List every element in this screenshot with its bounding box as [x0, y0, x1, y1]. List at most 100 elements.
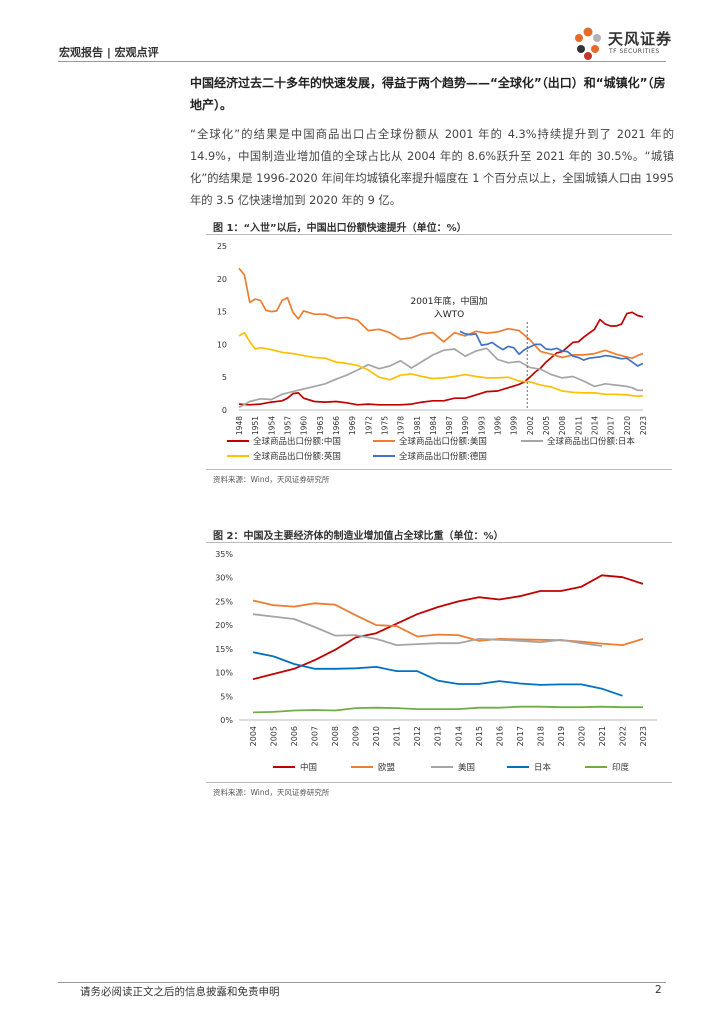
x-tick-label: 2023 [639, 416, 648, 435]
x-tick-label: 1984 [429, 416, 438, 435]
x-tick-label: 2019 [557, 726, 566, 746]
x-tick-label: 2021 [598, 726, 607, 746]
x-tick-label: 1957 [283, 416, 292, 435]
logo-name-en: TF SECURITIES [609, 48, 660, 55]
x-tick-label: 2023 [639, 726, 648, 746]
x-tick-label: 2016 [495, 726, 504, 746]
x-tick-label: 2011 [574, 416, 583, 435]
x-tick-label: 2014 [591, 416, 600, 435]
figure1-bottom-rule [206, 469, 672, 470]
series-line [459, 330, 644, 367]
x-tick-label: 1951 [251, 416, 260, 435]
y-tick-label: 5 [222, 373, 227, 382]
y-tick-label: 5% [220, 692, 233, 701]
x-tick-label: 1963 [316, 416, 325, 435]
y-tick-label: 30% [215, 574, 233, 583]
figure2-title: 图 2：中国及主要经济体的制造业增加值占全球比重（单位：%） [213, 531, 504, 542]
legend-label: 全球商品出口份额:美国 [399, 436, 487, 447]
x-tick-label: 1990 [461, 416, 470, 435]
x-tick-label: 2013 [434, 726, 443, 746]
x-tick-label: 2006 [290, 726, 299, 746]
page-number: 2 [655, 984, 662, 996]
y-tick-label: 10% [215, 669, 233, 678]
x-tick-label: 2022 [618, 726, 627, 746]
y-tick-label: 15% [215, 645, 233, 654]
figure1-source: 资料来源：Wind，天风证券研究所 [213, 475, 330, 484]
y-tick-label: 15 [217, 308, 227, 317]
legend-label: 全球商品出口份额:中国 [253, 436, 341, 447]
x-tick-label: 1993 [477, 416, 486, 435]
x-tick-label: 1960 [300, 416, 309, 435]
logo-flower-icon [575, 27, 601, 60]
x-tick-label: 2010 [372, 726, 381, 746]
figure2-top-rule [206, 542, 672, 543]
x-tick-label: 1966 [332, 416, 341, 435]
x-tick-label: 1975 [380, 416, 389, 435]
wto-annotation-text: 入WTO [434, 309, 464, 320]
x-tick-label: 1969 [348, 416, 357, 435]
brand-logo: 天风证券 TF SECURITIES [572, 26, 672, 62]
x-tick-label: 1954 [267, 416, 276, 435]
x-tick-label: 2018 [536, 726, 545, 746]
figure1-top-rule [206, 234, 672, 235]
x-tick-label: 2017 [607, 416, 616, 435]
series-line [238, 311, 644, 406]
legend-label: 欧盟 [378, 762, 396, 773]
figure1-title: 图 1：“入世”以后，中国出口份额快速提升（单位：%） [213, 223, 467, 234]
y-tick-label: 0 [222, 406, 227, 415]
legend-label: 全球商品出口份额:德国 [399, 451, 487, 462]
x-tick-label: 2015 [475, 726, 484, 746]
x-tick-label: 1996 [494, 416, 503, 435]
x-tick-label: 2012 [413, 726, 422, 746]
report-section-label: 宏观报告 | 宏观点评 [59, 46, 159, 59]
series-line [252, 574, 644, 681]
logo-name-cn: 天风证券 [608, 30, 673, 48]
x-tick-label: 2004 [249, 726, 258, 746]
x-tick-label: 1987 [445, 416, 454, 435]
series-line [252, 613, 603, 647]
x-tick-label: 1978 [397, 416, 406, 435]
x-tick-label: 2011 [393, 726, 402, 746]
body-paragraph: “全球化”的结果是中国商品出口占全球份额从 2001 年的 4.3%持续提升到了… [190, 128, 674, 207]
figure2-chart: 0% 5% 10% 15% 20% 25% 30% 35% 2004 2005 2006 2007 20… [205, 544, 673, 780]
x-tick-label: 2009 [352, 726, 361, 746]
y-tick-label: 25 [217, 242, 227, 251]
x-tick-label: 2017 [516, 726, 525, 746]
y-tick-label: 35% [215, 550, 233, 559]
x-tick-label: 2002 [526, 416, 535, 435]
series-line [238, 267, 644, 360]
x-tick-label: 1948 [235, 416, 244, 435]
footer-divider [58, 982, 666, 983]
y-tick-label: 25% [215, 597, 233, 606]
figure1-chart: 0 5 10 15 20 25 1948 1951 1954 1957 1960 1963 1966 19… [205, 236, 673, 468]
x-tick-label: 2008 [558, 416, 567, 435]
x-tick-label: 2020 [577, 726, 586, 746]
y-tick-label: 10 [217, 340, 227, 349]
lead-statement: 中国经济过去二十多年的快速发展，得益于两个趋势——“全球化”（出口）和“城镇化”… [190, 76, 666, 112]
legend-label: 全球商品出口份额:日本 [547, 436, 635, 447]
x-tick-label: 1981 [413, 416, 422, 435]
figure2-bottom-rule [206, 782, 672, 783]
legend-label: 中国 [300, 762, 317, 773]
x-tick-label: 2005 [542, 416, 551, 435]
series-line [252, 599, 644, 646]
x-tick-label: 2007 [311, 726, 320, 746]
x-tick-label: 2008 [331, 726, 340, 746]
legend-label: 印度 [612, 762, 630, 773]
legend-label: 日本 [534, 762, 552, 773]
series-line [238, 331, 644, 398]
legend-label: 全球商品出口份额:英国 [253, 451, 341, 462]
x-tick-label: 2020 [623, 416, 632, 435]
series-line [238, 347, 643, 409]
figure2-source: 资料来源：Wind，天风证券研究所 [213, 788, 330, 797]
x-tick-label: 1999 [510, 416, 519, 435]
y-tick-label: 0% [220, 716, 233, 725]
series-line [252, 705, 643, 714]
x-tick-label: 1972 [364, 416, 373, 435]
legend-label: 美国 [458, 762, 475, 773]
x-tick-label: 2014 [454, 726, 463, 746]
disclaimer-text: 请务必阅读正文之后的信息披露和免责申明 [80, 986, 280, 998]
y-tick-label: 20 [217, 275, 227, 284]
y-tick-label: 20% [215, 621, 233, 630]
figure1-svg: 0 5 10 15 20 25 1948 1951 1954 1957 1960 1963 1966 19… [217, 242, 648, 462]
